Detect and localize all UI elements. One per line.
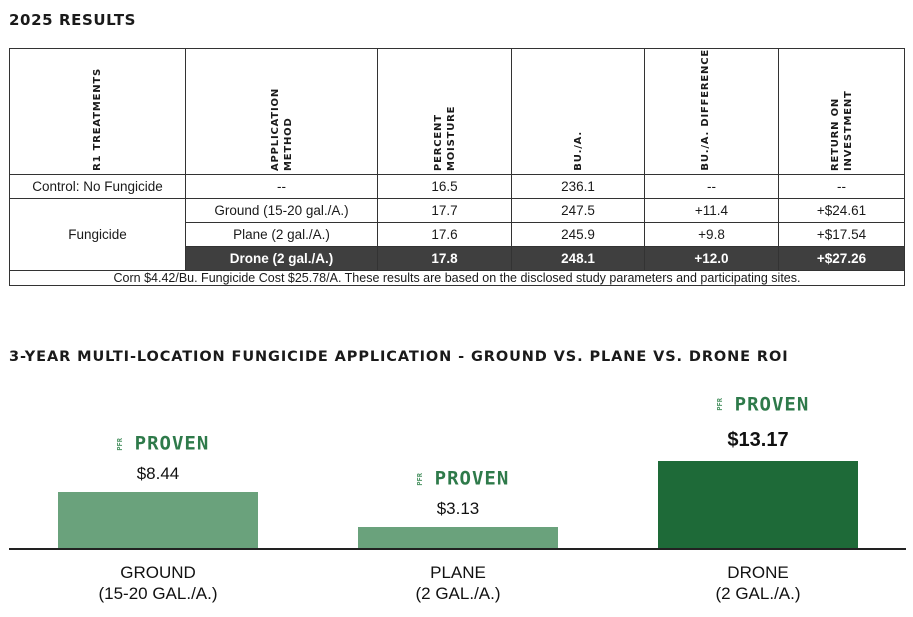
category-label: DRONE (2 GAL./A.) — [715, 563, 801, 603]
roi-cell: -- — [778, 174, 905, 199]
proven-word: PROVEN — [434, 467, 510, 490]
moisture-cell: 17.6 — [377, 222, 512, 247]
results-table: R1 TREATMENTS APPLICATION METHOD PERCENT… — [9, 48, 905, 286]
column-header: BU./A. DIFFERENCE — [644, 48, 779, 175]
column-header: APPLICATION METHOD — [185, 48, 378, 175]
category-label: GROUND (15-20 GAL./A.) — [98, 563, 218, 603]
table-header-row: R1 TREATMENTS APPLICATION METHOD PERCENT… — [9, 48, 905, 175]
method-cell: Plane (2 gal./A.) — [185, 222, 378, 247]
results-title: 2025 RESULTS — [9, 11, 137, 29]
table-row-plane: Plane (2 gal./A.) 17.6 245.9 +9.8 +$17.5… — [10, 222, 905, 247]
pfr-proven-badge: PFR PROVEN — [358, 465, 558, 491]
column-header: PERCENT MOISTURE — [377, 48, 512, 175]
diff-cell: +12.0 — [644, 246, 779, 271]
roi-cell: +$27.26 — [778, 246, 905, 271]
moisture-cell: 16.5 — [377, 174, 512, 199]
column-header: R1 TREATMENTS — [9, 48, 186, 175]
proven-word: PROVEN — [134, 432, 210, 455]
bu-cell: 236.1 — [511, 174, 645, 199]
table-row-drone: Drone (2 gal./A.) 17.8 248.1 +12.0 +$27.… — [10, 246, 905, 271]
moisture-cell: 17.7 — [377, 198, 512, 223]
chart-baseline — [9, 548, 906, 550]
pfr-proven-badge: PFR PROVEN — [58, 430, 258, 456]
roi-cell: +$17.54 — [778, 222, 905, 247]
pfr-proven-badge: PFR PROVEN — [658, 391, 858, 417]
bu-cell: 245.9 — [511, 222, 645, 247]
chart-title: 3-YEAR MULTI-LOCATION FUNGICIDE APPLICAT… — [9, 349, 789, 365]
treatment-cell: Fungicide — [9, 198, 186, 271]
pfr-mark: PFR — [415, 472, 424, 486]
roi-bar — [658, 461, 858, 548]
roi-bar — [58, 492, 258, 548]
method-cell: -- — [185, 174, 378, 199]
category-label: PLANE (2 GAL./A.) — [415, 563, 501, 603]
bar-value-label: $13.17 — [727, 429, 789, 452]
bar-value-label: $8.44 — [136, 464, 180, 484]
table-row-ground: Fungicide Ground (15-20 gal./A.) 17.7 24… — [9, 198, 905, 271]
roi-bar — [358, 527, 558, 548]
proven-word: PROVEN — [734, 393, 810, 416]
moisture-cell: 17.8 — [377, 246, 512, 271]
table-note: Corn $4.42/Bu. Fungicide Cost $25.78/A. … — [9, 270, 905, 286]
table-row-control: Control: No Fungicide -- 16.5 236.1 -- -… — [9, 174, 905, 199]
bu-cell: 248.1 — [511, 246, 645, 271]
column-header: RETURN ON INVESTMENT — [778, 48, 905, 175]
pfr-mark: PFR — [715, 398, 724, 412]
column-header: BU./A. — [511, 48, 645, 175]
diff-cell: +9.8 — [644, 222, 779, 247]
diff-cell: -- — [644, 174, 779, 199]
method-cell: Drone (2 gal./A.) — [185, 246, 378, 271]
roi-cell: +$24.61 — [778, 198, 905, 223]
table-note-row: Corn $4.42/Bu. Fungicide Cost $25.78/A. … — [9, 270, 905, 286]
treatment-cell: Control: No Fungicide — [9, 174, 186, 199]
pfr-mark: PFR — [115, 437, 124, 451]
method-cell: Ground (15-20 gal./A.) — [185, 198, 378, 223]
bar-value-label: $3.13 — [436, 499, 480, 519]
diff-cell: +11.4 — [644, 198, 779, 223]
bu-cell: 247.5 — [511, 198, 645, 223]
